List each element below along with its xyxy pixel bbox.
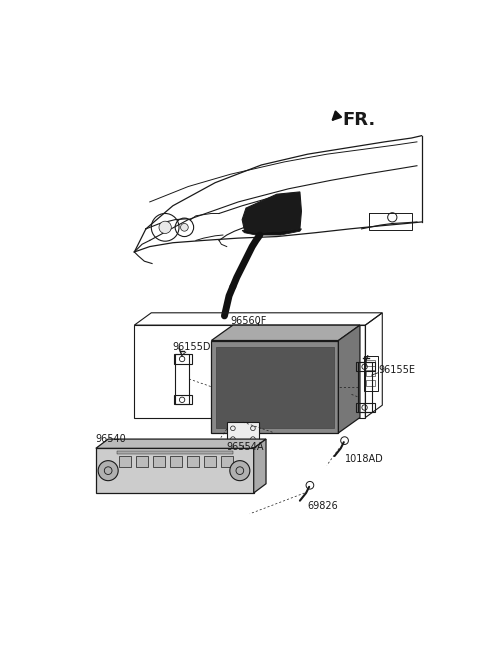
- Text: 96560F: 96560F: [230, 316, 267, 326]
- Bar: [118, 451, 233, 455]
- Bar: [358, 362, 372, 412]
- Polygon shape: [338, 325, 360, 433]
- Bar: [369, 213, 411, 230]
- Bar: [119, 456, 131, 467]
- Bar: [356, 403, 374, 412]
- Circle shape: [159, 221, 171, 234]
- Circle shape: [230, 461, 250, 481]
- Bar: [174, 395, 192, 405]
- Text: 96155E: 96155E: [378, 365, 415, 375]
- Text: 96155D: 96155D: [173, 342, 211, 352]
- Polygon shape: [96, 448, 254, 493]
- Text: 69826: 69826: [308, 501, 338, 510]
- Bar: [204, 456, 216, 467]
- Text: 96540: 96540: [96, 434, 127, 445]
- Bar: [175, 354, 189, 405]
- Bar: [221, 456, 233, 467]
- Polygon shape: [254, 439, 266, 493]
- Bar: [227, 422, 259, 445]
- Circle shape: [180, 224, 188, 231]
- Polygon shape: [96, 439, 266, 448]
- Polygon shape: [242, 229, 301, 235]
- Bar: [187, 456, 199, 467]
- Bar: [170, 456, 182, 467]
- Text: FR.: FR.: [342, 111, 375, 129]
- Bar: [366, 370, 375, 376]
- Bar: [356, 362, 374, 371]
- Polygon shape: [242, 192, 301, 233]
- Bar: [366, 359, 375, 366]
- Polygon shape: [216, 346, 334, 428]
- Bar: [366, 380, 375, 386]
- Polygon shape: [211, 340, 338, 433]
- Bar: [153, 456, 165, 467]
- Bar: [364, 356, 378, 390]
- Bar: [174, 354, 192, 363]
- Circle shape: [98, 461, 118, 481]
- Polygon shape: [211, 325, 360, 340]
- Text: 96554A: 96554A: [227, 442, 264, 452]
- Bar: [136, 456, 148, 467]
- Text: 1018AD: 1018AD: [345, 455, 384, 464]
